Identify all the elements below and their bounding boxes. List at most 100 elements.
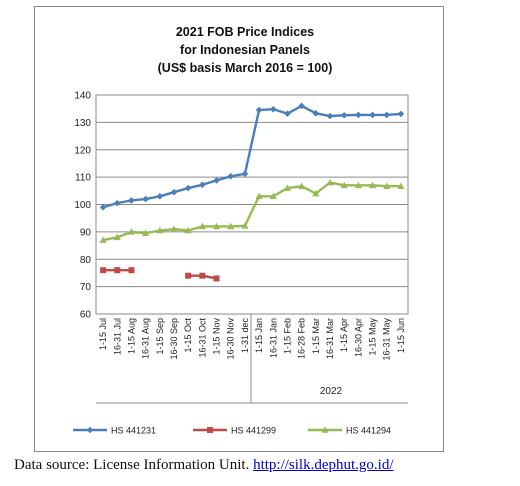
- legend-marker: [207, 427, 213, 433]
- x-category-label: 1-15 Nov: [212, 318, 222, 355]
- x-category-label: 16-31 Mar: [325, 318, 335, 359]
- data-point-hs-441294: [241, 222, 249, 229]
- legend-label: HS 441294: [346, 426, 391, 436]
- data-point-hs-441294: [127, 228, 136, 235]
- x-category-label: 1-15 Sep: [155, 318, 165, 355]
- x-category-label: 16-31 Jul: [112, 318, 122, 355]
- y-tick-label: 70: [80, 282, 92, 293]
- x-category-label: 1-15 Mar: [311, 318, 321, 354]
- x-category-label: 1-31 dec: [240, 318, 250, 354]
- data-point-hs-441294: [255, 192, 263, 200]
- legend-label: HS 441231: [111, 426, 156, 436]
- data-point-hs-441231: [199, 181, 206, 189]
- data-point-hs-441294: [269, 192, 277, 200]
- y-tick-label: 130: [74, 118, 91, 129]
- line-chart: 2021 FOB Price Indices for Indonesian Pa…: [73, 25, 409, 436]
- x-category-label: 1-15 Jun: [396, 318, 406, 353]
- x-category-label: 1-15 May: [368, 318, 378, 356]
- y-axis-ticks: 60 70 80 90 100 110 120 130 140: [74, 91, 91, 321]
- y-tick-label: 120: [74, 145, 91, 156]
- x-category-label: 1-15 Jul: [98, 318, 108, 350]
- y-tick-label: 90: [80, 227, 92, 238]
- data-source-line: Data source: License Information Unit. h…: [14, 457, 394, 474]
- x-category-label: 16-31 Aug: [141, 318, 151, 359]
- y-tick-label: 60: [80, 310, 92, 321]
- data-point-hs-441231: [369, 111, 376, 119]
- data-point-hs-441294: [383, 182, 391, 189]
- data-point-hs-441299: [100, 267, 107, 274]
- data-point-hs-441294: [113, 233, 121, 241]
- data-point-hs-441231: [241, 170, 249, 178]
- data-point-hs-441231: [156, 192, 164, 200]
- data-point-hs-441294: [397, 182, 405, 189]
- chart-title-line-1: 2021 FOB Price Indices: [176, 25, 314, 39]
- x-category-label: 16-31 May: [382, 318, 392, 361]
- data-point-hs-441294: [99, 236, 107, 243]
- data-point-hs-441231: [113, 199, 121, 207]
- y-tick-label: 110: [75, 173, 91, 184]
- data-point-hs-441231: [355, 111, 362, 119]
- chart-title-line-2: for Indonesian Panels: [180, 43, 310, 57]
- data-point-hs-441231: [255, 106, 263, 114]
- x-category-label: 16-31 Jan: [268, 318, 278, 358]
- data-point-hs-441294: [170, 225, 178, 232]
- x-category-label: 16-30 Nov: [226, 318, 236, 360]
- x-category-label: 1-15 Apr: [339, 318, 349, 352]
- data-point-hs-441231: [383, 111, 391, 119]
- data-point-hs-441231: [99, 203, 107, 211]
- chart-frame: 2021 FOB Price Indices for Indonesian Pa…: [34, 6, 444, 452]
- legend-marker: [321, 426, 329, 433]
- data-point-hs-441231: [340, 111, 348, 119]
- data-source-link[interactable]: http://silk.dephut.go.id/: [253, 457, 394, 473]
- x-category-label: 1-15 Aug: [126, 318, 136, 354]
- x-category-label: 1-15 Oct: [183, 318, 193, 353]
- series-hs-441294: [99, 179, 405, 243]
- data-point-hs-441294: [298, 182, 306, 189]
- data-point-hs-441294: [227, 222, 235, 230]
- x-group-label: 2022: [320, 386, 343, 397]
- data-point-hs-441231: [298, 102, 305, 110]
- data-point-hs-441294: [354, 181, 362, 189]
- data-point-hs-441294: [368, 181, 377, 189]
- data-point-hs-441294: [326, 179, 334, 186]
- series-line-hs-441231: [102, 104, 402, 209]
- data-point-hs-441299: [199, 272, 206, 279]
- data-point-hs-441294: [142, 229, 150, 237]
- series-line-hs-441294: [102, 181, 401, 242]
- legend-label: HS 441299: [231, 426, 276, 436]
- data-point-hs-441231: [312, 110, 320, 117]
- data-point-hs-441294: [340, 181, 348, 189]
- data-point-hs-441299: [114, 267, 121, 274]
- data-point-hs-441299: [213, 275, 220, 282]
- data-point-hs-441294: [156, 226, 164, 234]
- data-point-hs-441231: [213, 177, 220, 184]
- data-point-hs-441294: [212, 222, 221, 230]
- data-point-hs-441231: [227, 173, 235, 180]
- x-category-label: 1-15 Jan: [254, 318, 264, 353]
- series-layer: [99, 102, 405, 282]
- data-point-hs-441294: [198, 222, 206, 230]
- data-point-hs-441231: [184, 184, 192, 192]
- x-axis-categories: 1-15 Jul 16-31 Jul 1-15 Aug 16-31 Aug 1-15 S…: [98, 318, 406, 361]
- y-tick-label: 140: [74, 91, 91, 102]
- x-category-label: 16-28 Feb: [297, 318, 307, 359]
- chart-title-line-3: (US$ basis March 2016 = 100): [158, 61, 333, 75]
- gridlines: [96, 94, 408, 288]
- x-category-label: 16-30 Sep: [169, 318, 179, 360]
- data-point-hs-441294: [184, 226, 192, 234]
- x-category-label: 16-31 Oct: [197, 318, 207, 358]
- y-tick-label: 100: [74, 200, 91, 211]
- data-source-text: Data source: License Information Unit.: [14, 457, 250, 473]
- x-category-label: 1-15 Feb: [282, 318, 292, 354]
- data-point-hs-441299: [128, 267, 135, 274]
- data-point-hs-441299: [185, 272, 192, 279]
- data-point-hs-441231: [269, 105, 277, 113]
- y-tick-label: 80: [80, 255, 92, 266]
- data-point-hs-441231: [284, 110, 291, 117]
- data-point-hs-441231: [326, 112, 334, 120]
- legend-marker: [86, 426, 94, 434]
- data-point-hs-441231: [397, 110, 405, 118]
- data-point-hs-441231: [170, 188, 178, 196]
- data-point-hs-441294: [283, 184, 292, 191]
- data-point-hs-441231: [128, 197, 135, 204]
